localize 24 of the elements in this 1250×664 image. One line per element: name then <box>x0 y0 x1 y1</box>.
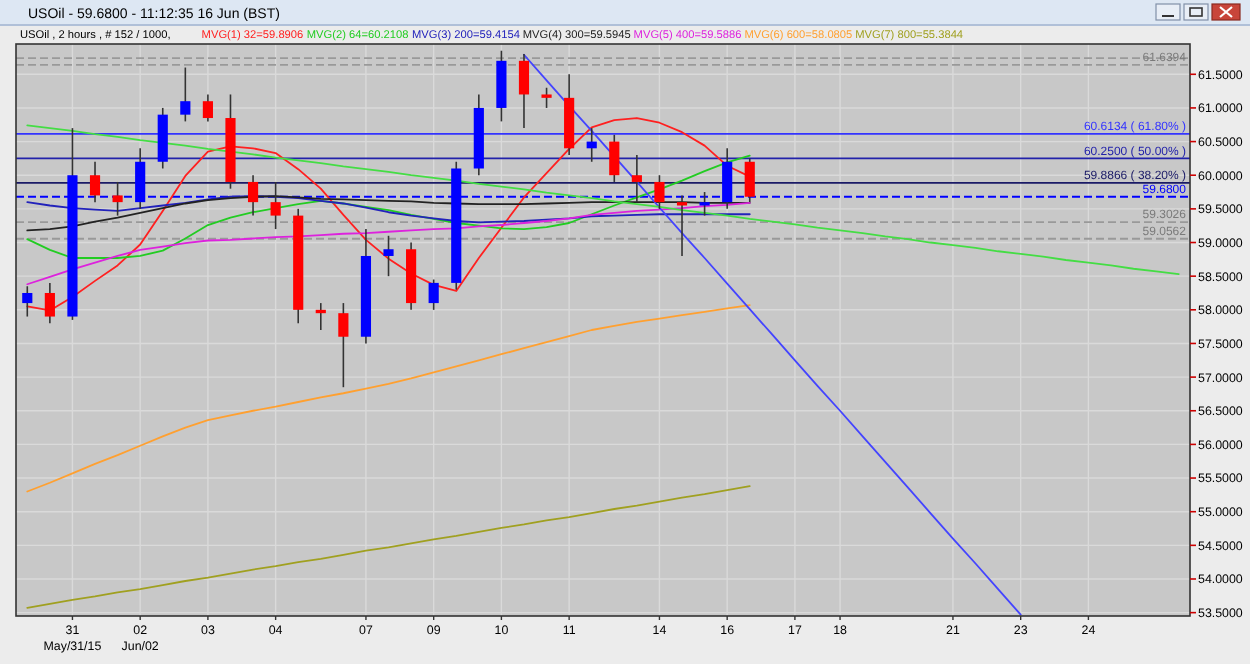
candlestick <box>383 234 394 277</box>
candlestick <box>338 302 349 388</box>
candlestick <box>22 285 33 318</box>
candlestick <box>654 174 665 210</box>
candlestick <box>202 93 213 123</box>
candlestick <box>744 157 755 203</box>
candlestick <box>631 154 642 203</box>
candlestick <box>676 194 688 257</box>
candlestick <box>89 160 101 203</box>
candlestick <box>157 107 168 170</box>
candlestick <box>247 174 259 217</box>
candlestick <box>518 53 530 129</box>
candlestick <box>44 282 55 325</box>
line-series <box>26 485 751 609</box>
candlestick <box>112 181 123 217</box>
candlestick <box>541 86 552 109</box>
line-series <box>26 154 751 259</box>
line-series <box>26 304 751 493</box>
candlestick <box>609 134 620 183</box>
candlestick <box>270 181 281 230</box>
candlestick <box>496 49 507 123</box>
candlestick <box>180 66 191 123</box>
line-series <box>523 53 1022 616</box>
candlestick <box>428 278 439 311</box>
